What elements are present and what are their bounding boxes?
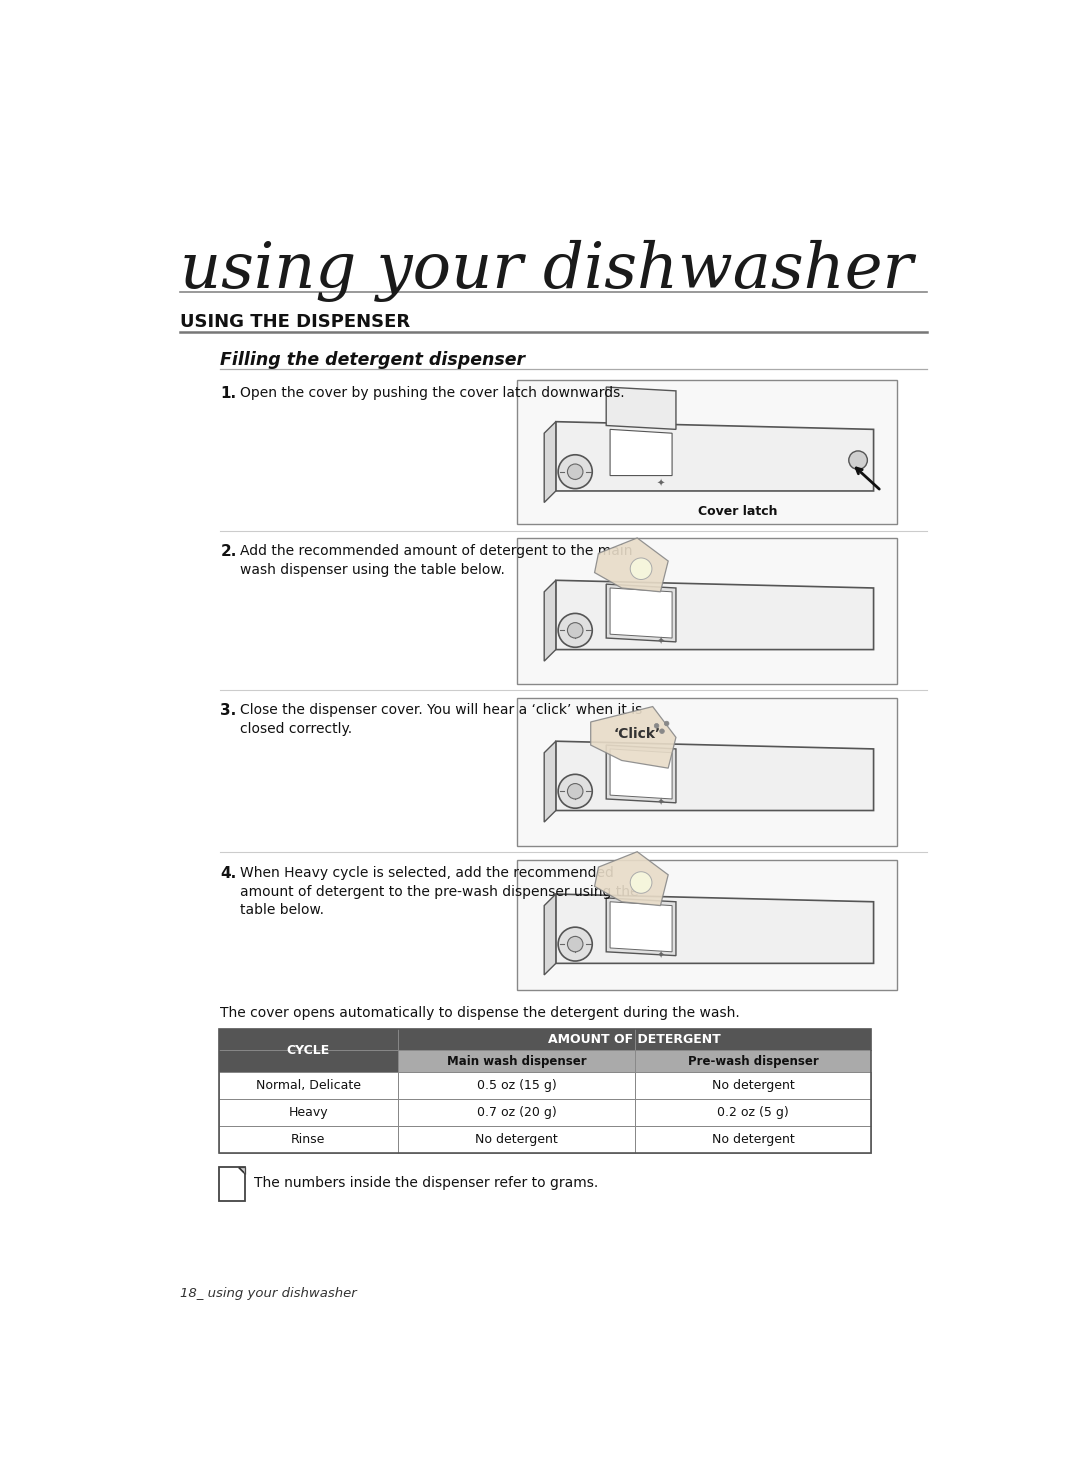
Polygon shape [610, 430, 672, 476]
Polygon shape [606, 897, 676, 955]
Text: The cover opens automatically to dispense the detergent during the wash.: The cover opens automatically to dispens… [220, 1005, 740, 1020]
Bar [218, 1072, 399, 1099]
Circle shape [558, 455, 592, 489]
Polygon shape [556, 580, 874, 650]
Text: 0.2 oz (5 g): 0.2 oz (5 g) [717, 1106, 788, 1118]
Text: No detergent: No detergent [475, 1133, 557, 1146]
Text: Open the cover by pushing the cover latch downwards.: Open the cover by pushing the cover latc… [240, 386, 624, 400]
Circle shape [631, 872, 652, 893]
Polygon shape [606, 387, 676, 430]
Polygon shape [591, 706, 676, 768]
Text: 0.5 oz (15 g): 0.5 oz (15 g) [476, 1080, 556, 1091]
Text: The numbers inside the dispenser refer to grams.: The numbers inside the dispenser refer t… [255, 1176, 598, 1189]
Circle shape [849, 451, 867, 470]
Text: When Heavy cycle is selected, add the recommended
amount of detergent to the pre: When Heavy cycle is selected, add the re… [240, 866, 638, 918]
Text: 4.: 4. [220, 866, 237, 881]
Polygon shape [556, 421, 874, 491]
Text: Cover latch: Cover latch [698, 506, 778, 518]
Polygon shape [556, 894, 874, 964]
Polygon shape [544, 742, 556, 822]
Bar [218, 1029, 872, 1050]
Polygon shape [610, 902, 672, 952]
Text: ‘Click’: ‘Click’ [613, 727, 661, 740]
Text: Rinse: Rinse [292, 1133, 325, 1146]
Bar [399, 1099, 635, 1126]
Bar [517, 538, 896, 684]
Bar [635, 1099, 872, 1126]
Bar [399, 1072, 635, 1099]
Text: 0.7 oz (20 g): 0.7 oz (20 g) [476, 1106, 556, 1118]
Text: USING THE DISPENSER: USING THE DISPENSER [180, 313, 410, 331]
Text: ✦: ✦ [657, 951, 664, 961]
Circle shape [558, 774, 592, 808]
Text: CYCLE: CYCLE [287, 1044, 330, 1057]
Bar [218, 1099, 399, 1126]
Text: Main wash dispenser: Main wash dispenser [447, 1054, 586, 1068]
Text: using your dishwasher: using your dishwasher [180, 240, 913, 301]
Bar [218, 1167, 245, 1201]
Polygon shape [606, 744, 676, 802]
Bar [635, 1126, 872, 1152]
Text: 2.: 2. [220, 544, 237, 559]
Bar [517, 381, 896, 525]
Circle shape [567, 623, 583, 638]
Circle shape [558, 927, 592, 961]
Polygon shape [544, 421, 556, 503]
Text: No detergent: No detergent [712, 1080, 795, 1091]
Text: Close the dispenser cover. You will hear a ‘click’ when it is
closed correctly.: Close the dispenser cover. You will hear… [240, 703, 642, 736]
Text: 3.: 3. [220, 703, 237, 718]
Text: Pre-wash dispenser: Pre-wash dispenser [688, 1054, 819, 1068]
Bar [635, 1050, 872, 1072]
Polygon shape [595, 538, 669, 592]
Text: ✦: ✦ [657, 636, 664, 647]
Bar [399, 1050, 635, 1072]
Circle shape [567, 936, 583, 952]
Text: Filling the detergent dispenser: Filling the detergent dispenser [220, 351, 525, 369]
Polygon shape [595, 851, 669, 906]
Circle shape [558, 614, 592, 647]
Circle shape [567, 783, 583, 799]
Bar [635, 1072, 872, 1099]
Polygon shape [238, 1167, 245, 1173]
Text: 1.: 1. [220, 386, 237, 400]
Bar [218, 1029, 399, 1072]
Text: Heavy: Heavy [288, 1106, 328, 1118]
Circle shape [660, 730, 664, 734]
Text: ✦: ✦ [657, 478, 664, 488]
Circle shape [631, 558, 652, 580]
Text: 18_ using your dishwasher: 18_ using your dishwasher [180, 1287, 356, 1299]
Bar [517, 860, 896, 989]
Polygon shape [610, 749, 672, 799]
Text: Add the recommended amount of detergent to the main
wash dispenser using the tab: Add the recommended amount of detergent … [240, 544, 632, 577]
Polygon shape [544, 580, 556, 661]
Bar [399, 1126, 635, 1152]
Circle shape [567, 464, 583, 479]
Polygon shape [610, 587, 672, 638]
Polygon shape [544, 894, 556, 974]
Text: AMOUNT OF DETERGENT: AMOUNT OF DETERGENT [549, 1034, 721, 1046]
Bar [218, 1029, 872, 1152]
Bar [218, 1126, 399, 1152]
Circle shape [654, 724, 659, 728]
Circle shape [664, 721, 669, 725]
Text: ✦: ✦ [657, 798, 664, 808]
Text: No detergent: No detergent [712, 1133, 795, 1146]
Polygon shape [606, 584, 676, 642]
Text: Normal, Delicate: Normal, Delicate [256, 1080, 361, 1091]
Polygon shape [556, 742, 874, 811]
Bar [517, 697, 896, 847]
